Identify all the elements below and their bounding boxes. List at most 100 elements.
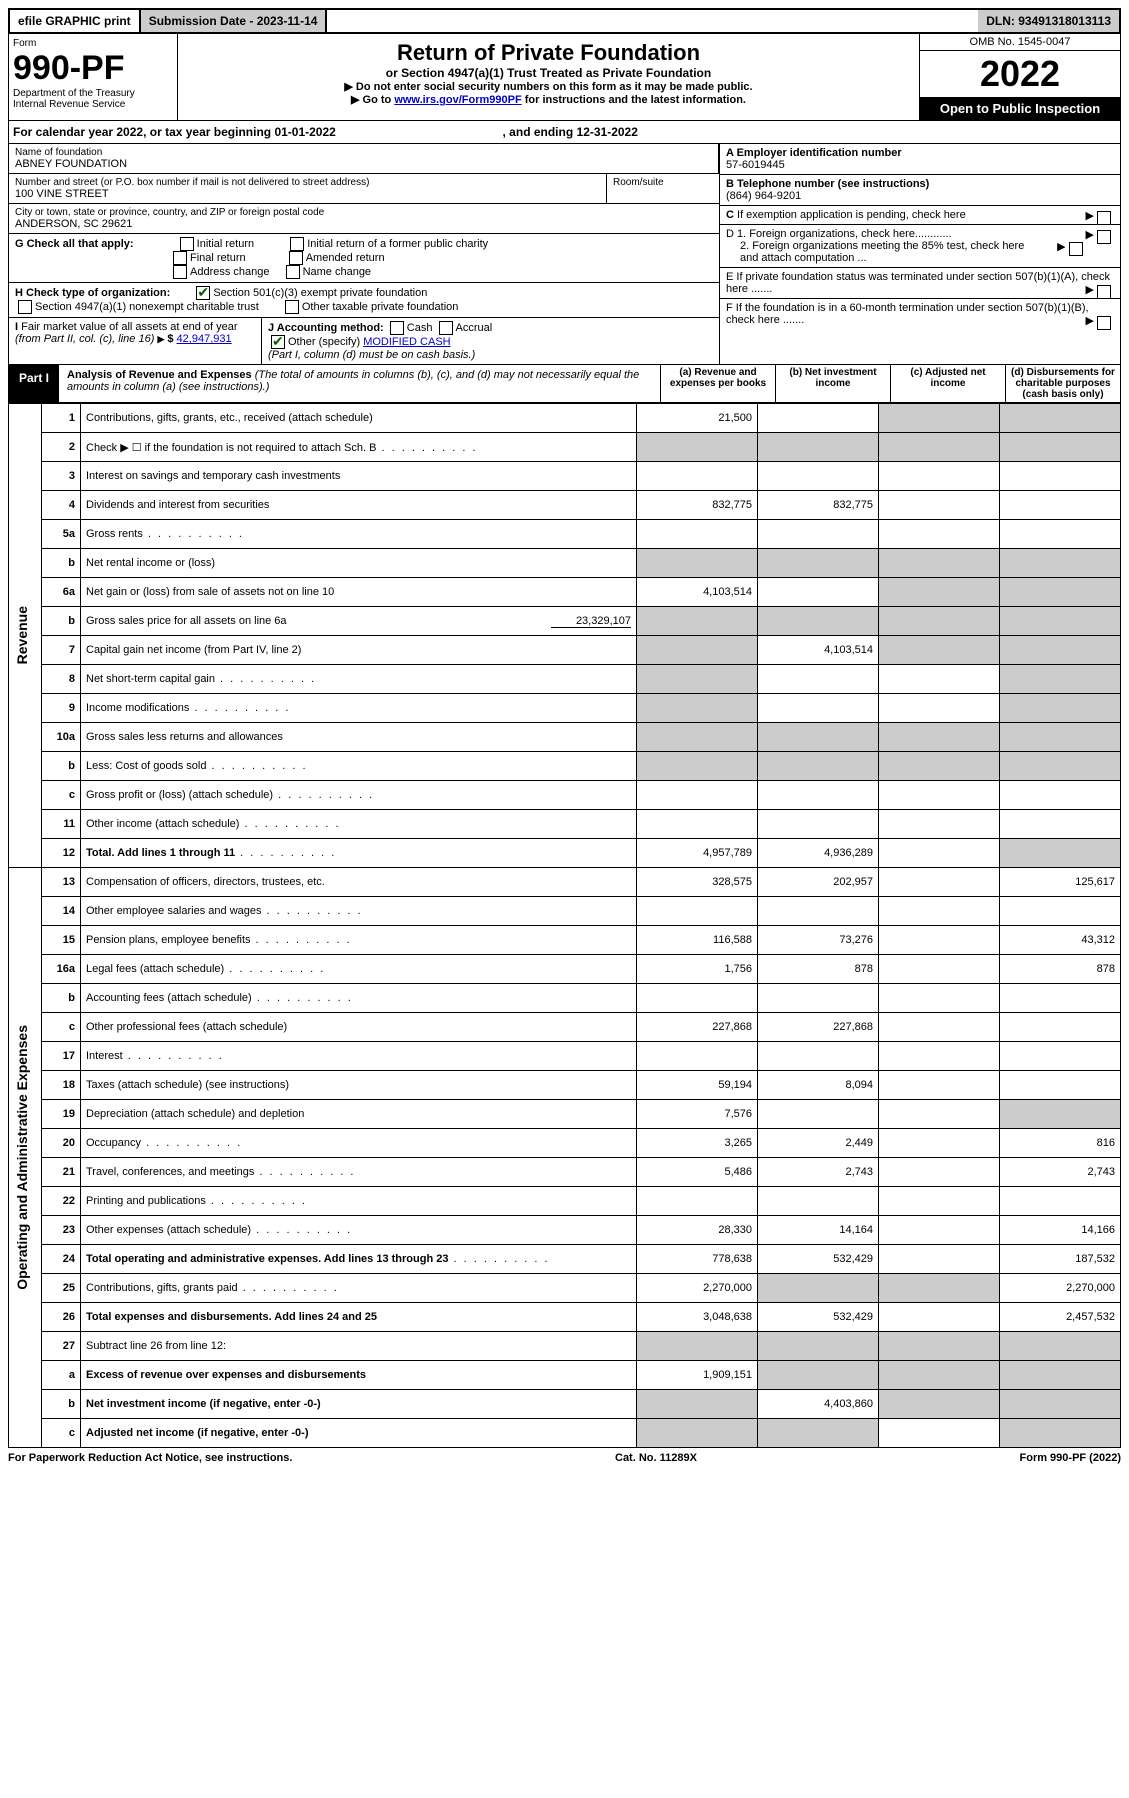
cell-c [879,607,1000,636]
cell-b: 532,429 [758,1245,879,1274]
line-num: 15 [42,926,81,955]
line-num: c [42,781,81,810]
cell-dd [1000,520,1121,549]
cell-dd [1000,549,1121,578]
cell-a [637,752,758,781]
chk-e[interactable] [1097,285,1111,299]
cell-a: 778,638 [637,1245,758,1274]
cell-a [637,1332,758,1361]
opt-final: Final return [190,252,246,264]
cell-dd [1000,404,1121,433]
chk-501c3[interactable] [196,286,210,300]
part-1-table: Revenue1Contributions, gifts, grants, et… [8,403,1121,1448]
cell-a: 4,957,789 [637,839,758,868]
cell-dd [1000,897,1121,926]
cell-a: 5,486 [637,1158,758,1187]
cell-dd: 14,166 [1000,1216,1121,1245]
instr-1: ▶ Do not enter social security numbers o… [184,80,913,93]
cell-dd [1000,1332,1121,1361]
cell-b [758,810,879,839]
cell-b [758,1419,879,1448]
cell-dd: 2,270,000 [1000,1274,1121,1303]
dept: Department of the Treasury [13,88,173,99]
cell-b [758,433,879,462]
row-r5a: 5aGross rents [9,520,1121,549]
cell-c [879,636,1000,665]
cell-b [758,1332,879,1361]
chk-final-return[interactable] [173,251,187,265]
chk-f[interactable] [1097,316,1111,330]
cell-a: 59,194 [637,1071,758,1100]
line-num: 27 [42,1332,81,1361]
cell-a [637,1042,758,1071]
foundation-name: ABNEY FOUNDATION [15,158,712,170]
cell-b [758,549,879,578]
cell-a: 227,868 [637,1013,758,1042]
cell-c [879,1042,1000,1071]
cell-dd [1000,607,1121,636]
cell-dd [1000,752,1121,781]
cell-a [637,520,758,549]
line-desc: Printing and publications [81,1187,637,1216]
chk-cash[interactable] [390,321,404,335]
cell-dd [1000,781,1121,810]
chk-4947[interactable] [18,300,32,314]
line-desc: Accounting fees (attach schedule) [81,984,637,1013]
h-label: H Check type of organization: [15,287,170,299]
org-info: Name of foundation ABNEY FOUNDATION Numb… [8,144,1121,365]
chk-other-method[interactable] [271,335,285,349]
chk-c[interactable] [1097,211,1111,225]
row-r17: 17Interest [9,1042,1121,1071]
cell-a [637,781,758,810]
cell-c [879,404,1000,433]
line-desc: Compensation of officers, directors, tru… [81,868,637,897]
instr-2: ▶ Go to www.irs.gov/Form990PF for instru… [184,93,913,106]
line-num: 8 [42,665,81,694]
cell-c [879,781,1000,810]
cell-b: 832,775 [758,491,879,520]
chk-initial-return[interactable] [180,237,194,251]
line-desc: Total operating and administrative expen… [81,1245,637,1274]
ein: 57-6019445 [726,159,785,171]
line-desc: Excess of revenue over expenses and disb… [81,1361,637,1390]
chk-name-change[interactable] [286,265,300,279]
form-header: Form 990-PF Department of the Treasury I… [8,34,1121,121]
line-desc: Contributions, gifts, grants, etc., rece… [81,404,637,433]
row-r4: 4Dividends and interest from securities8… [9,491,1121,520]
line-desc: Income modifications [81,694,637,723]
chk-accrual[interactable] [439,321,453,335]
chk-d1[interactable] [1097,230,1111,244]
cell-dd: 816 [1000,1129,1121,1158]
chk-other-taxable[interactable] [285,300,299,314]
j-other-val[interactable]: MODIFIED CASH [363,336,450,348]
chk-address-change[interactable] [173,265,187,279]
form-subtitle: or Section 4947(a)(1) Trust Treated as P… [184,66,913,80]
cell-dd [1000,839,1121,868]
chk-initial-former[interactable] [290,237,304,251]
line-desc: Less: Cost of goods sold [81,752,637,781]
line-desc: Depreciation (attach schedule) and deple… [81,1100,637,1129]
cell-dd [1000,433,1121,462]
instructions-link[interactable]: www.irs.gov/Form990PF [394,94,521,106]
cell-c [879,549,1000,578]
cell-c [879,491,1000,520]
line-desc: Taxes (attach schedule) (see instruction… [81,1071,637,1100]
cell-b [758,723,879,752]
line-desc: Capital gain net income (from Part IV, l… [81,636,637,665]
fmv-value[interactable]: 42,947,931 [177,333,232,345]
row-r27b: bNet investment income (if negative, ent… [9,1390,1121,1419]
chk-d2[interactable] [1069,242,1083,256]
line-num: 5a [42,520,81,549]
row-r10a: 10aGross sales less returns and allowanc… [9,723,1121,752]
row-r13: Operating and Administrative Expenses13C… [9,868,1121,897]
line-num: 3 [42,462,81,491]
cell-b [758,897,879,926]
cell-dd [1000,1390,1121,1419]
chk-amended[interactable] [289,251,303,265]
open-to-public: Open to Public Inspection [920,97,1120,120]
cell-c [879,1013,1000,1042]
line-num: 11 [42,810,81,839]
part-1-title: Analysis of Revenue and Expenses [67,369,252,381]
line-num: b [42,1390,81,1419]
opt-amended: Amended return [306,252,385,264]
